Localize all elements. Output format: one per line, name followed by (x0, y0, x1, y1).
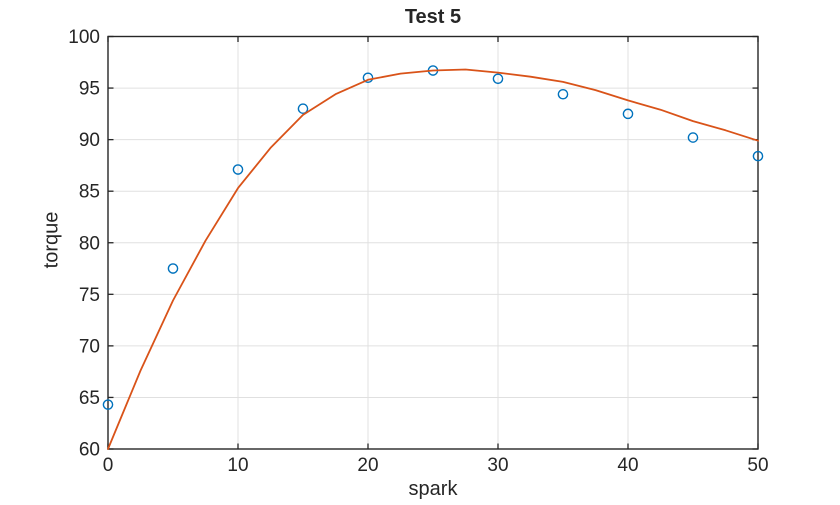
x-axis-label: spark (408, 478, 458, 500)
y-tick-label: 100 (68, 27, 100, 48)
fitted-curve-line (107, 68, 759, 450)
data-point-marker (687, 132, 699, 143)
y-tick-label: 80 (79, 233, 100, 254)
y-tick-label: 60 (79, 440, 100, 461)
x-tick-label: 30 (487, 455, 508, 476)
y-tick-label: 85 (79, 182, 100, 203)
data-point-marker (622, 108, 634, 120)
y-tick-label: 65 (79, 388, 100, 409)
x-tick-label: 40 (617, 455, 638, 476)
data-point-marker (362, 72, 374, 84)
y-axis-label: torque (40, 211, 63, 269)
x-tick-label: 50 (747, 455, 768, 476)
data-point-marker (297, 103, 309, 114)
x-tick-label: 10 (227, 455, 248, 476)
data-point-marker (102, 399, 114, 410)
y-tick-label: 75 (79, 285, 100, 306)
data-point-marker (557, 88, 569, 100)
data-point-marker (167, 263, 179, 274)
data-point-marker (492, 73, 504, 85)
x-tick-label: 0 (103, 455, 114, 476)
y-tick-label: 95 (79, 79, 100, 100)
data-point-marker (232, 164, 244, 175)
x-tick-label: 20 (357, 455, 378, 476)
chart-title: Test 5 (404, 6, 462, 28)
y-tick-label: 70 (79, 336, 100, 357)
y-tick-label: 90 (79, 130, 100, 151)
data-point-marker (752, 150, 764, 162)
